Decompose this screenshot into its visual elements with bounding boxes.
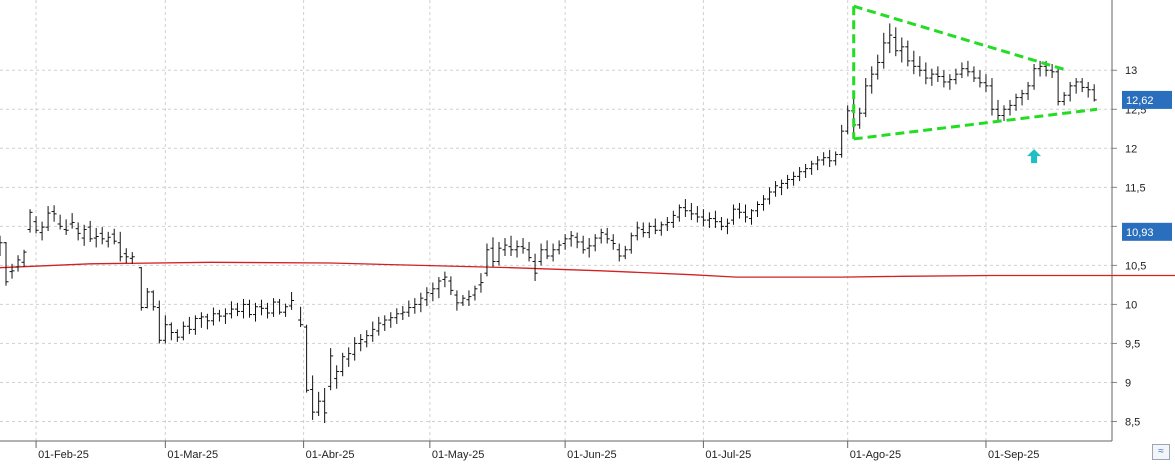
up-arrow-icon bbox=[1027, 149, 1042, 164]
x-tick-label: 01-Ago-25 bbox=[850, 449, 901, 461]
y-tick-label: 11,5 bbox=[1125, 182, 1146, 194]
chart-settings-button[interactable]: ≈ bbox=[1152, 444, 1170, 460]
y-tick-label: 12 bbox=[1125, 143, 1137, 155]
pattern-trendline bbox=[853, 4, 1068, 72]
x-tick-label: 01-Jul-25 bbox=[705, 449, 751, 461]
chart-settings-icon: ≈ bbox=[1158, 446, 1164, 457]
moving-average-line bbox=[0, 261, 1175, 278]
y-tick-label: 10,5 bbox=[1125, 260, 1146, 272]
x-tick-label: 01-Feb-25 bbox=[38, 449, 89, 461]
y-tick-label: 8,5 bbox=[1125, 416, 1140, 428]
last-price-label: 12,62 bbox=[1126, 95, 1154, 107]
y-tick-label: 9,5 bbox=[1125, 338, 1140, 350]
y-tick-label: 9 bbox=[1125, 377, 1131, 389]
x-tick-label: 01-Jun-25 bbox=[567, 449, 617, 461]
last-price-label-box bbox=[1122, 90, 1172, 109]
x-tick-label: 01-Abr-25 bbox=[306, 449, 355, 461]
x-tick-label: 01-Mar-25 bbox=[167, 449, 218, 461]
x-tick-label: 01-Sep-25 bbox=[988, 449, 1039, 461]
moving-average-value-label: 10,93 bbox=[1126, 227, 1154, 239]
moving-average-value-label-box bbox=[1122, 222, 1172, 241]
y-tick-label: 10 bbox=[1125, 299, 1137, 311]
pattern-trendline bbox=[853, 107, 1098, 141]
y-tick-label: 13 bbox=[1125, 65, 1137, 77]
x-tick-label: 01-May-25 bbox=[432, 449, 485, 461]
